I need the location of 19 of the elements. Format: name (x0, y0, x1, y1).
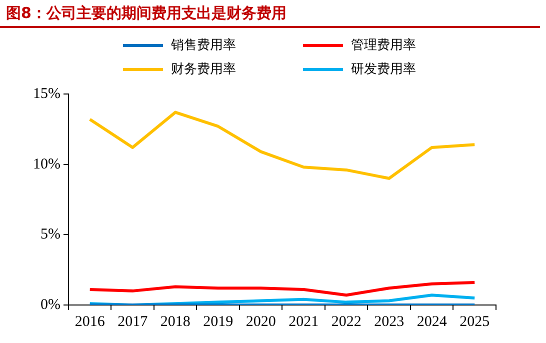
legend-label: 研发费用率 (351, 61, 416, 78)
y-tick-label: 0% (40, 296, 60, 313)
legend-label: 管理费用率 (351, 37, 416, 54)
x-tick-label: 2023 (374, 314, 404, 330)
legend-label: 财务费用率 (171, 61, 236, 78)
x-tick-label: 2022 (331, 314, 362, 330)
y-tick-label: 15% (32, 86, 60, 102)
y-tick-label: 5% (40, 226, 60, 243)
y-tick-label: 10% (32, 156, 60, 172)
legend-label: 销售费用率 (171, 37, 236, 54)
x-tick-label: 2019 (203, 314, 234, 330)
x-tick-label: 2020 (246, 314, 276, 330)
chart-title: 图8：公司主要的期间费用支出是财务费用 (0, 0, 540, 28)
x-tick-label: 2025 (460, 314, 490, 330)
x-tick-label: 2018 (160, 314, 190, 330)
x-tick-label: 2017 (118, 314, 148, 330)
x-tick-label: 2024 (416, 314, 448, 330)
x-tick-label: 2021 (288, 314, 319, 330)
x-tick-label: 2016 (74, 314, 106, 330)
